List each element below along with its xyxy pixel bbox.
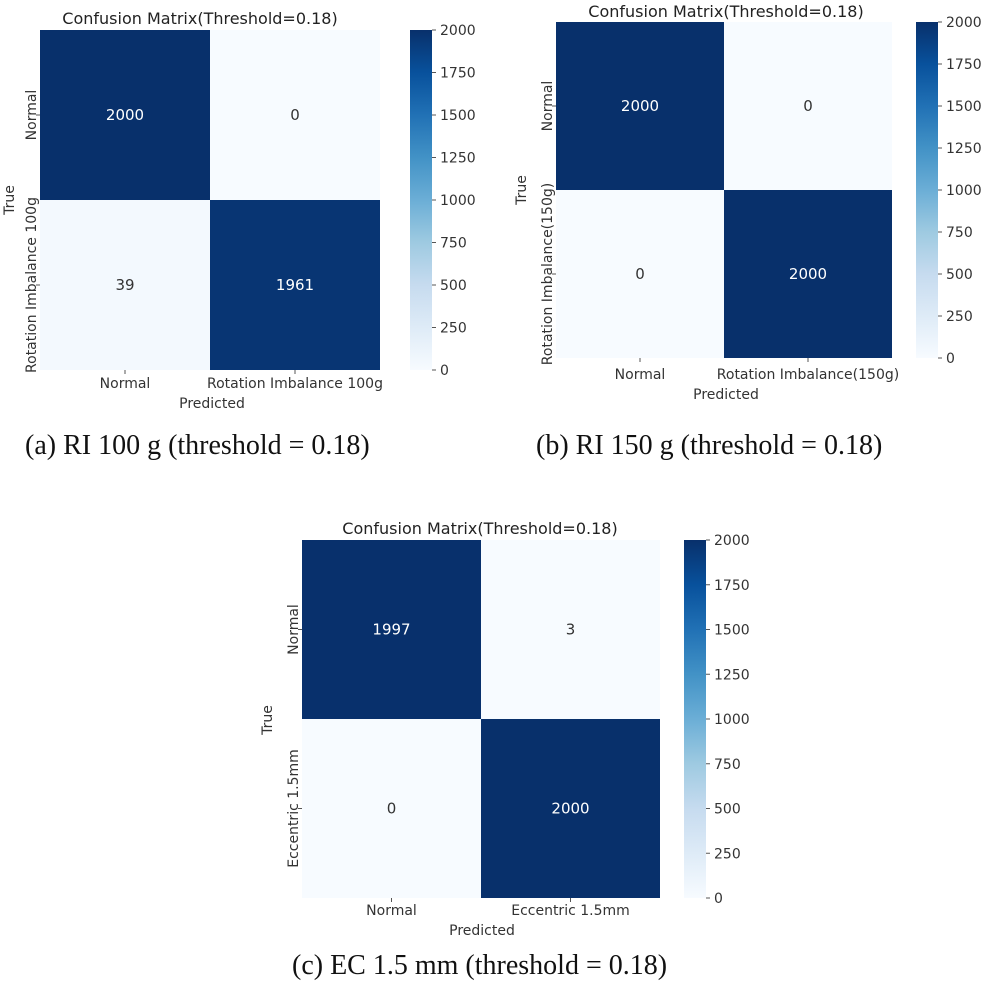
colorbar-tick-label-5: 1250 xyxy=(440,151,476,167)
chart-title: Confusion Matrix(Threshold=0.18) xyxy=(62,9,337,28)
x-tick-label-0: Normal xyxy=(100,376,151,392)
colorbar-tick-label-3: 750 xyxy=(946,225,973,241)
cell-r0-c1 xyxy=(210,30,380,200)
colorbar-tick-label-4: 1000 xyxy=(714,712,750,728)
y-tick-label-1: Rotation Imbalance 100g xyxy=(24,197,40,373)
colorbar-tick-label-0: 0 xyxy=(440,363,449,379)
y-tick-label-1: Rotation Imbalance(150g) xyxy=(540,183,556,365)
y-tick-label-0: Normal xyxy=(24,90,40,141)
colorbar-tick-label-0: 0 xyxy=(946,351,955,367)
chart-title: Confusion Matrix(Threshold=0.18) xyxy=(342,519,617,538)
confusion-matrix-a: Confusion Matrix(Threshold=0.18) 2000 0 39… xyxy=(2,9,476,412)
cell-r1-c1 xyxy=(481,719,660,898)
cell-value-r0-c0: 2000 xyxy=(621,97,659,115)
colorbar-tick-label-1: 250 xyxy=(946,309,973,325)
colorbar-tick-label-0: 0 xyxy=(714,891,723,907)
x-axis-label: Predicted xyxy=(449,923,515,939)
cell-value-r1-c1: 1961 xyxy=(276,276,314,294)
colorbar-tick-label-2: 500 xyxy=(440,278,467,294)
colorbar-tick-label-1: 250 xyxy=(714,846,741,862)
cell-r0-c1 xyxy=(724,22,892,190)
y-axis-label: True xyxy=(514,175,530,206)
chart-title: Confusion Matrix(Threshold=0.18) xyxy=(588,2,863,21)
colorbar-tick-label-7: 1750 xyxy=(714,578,750,594)
x-tick-label-1: Eccentric 1.5mm xyxy=(511,903,630,919)
caption-b: (b) RI 150 g (threshold = 0.18) xyxy=(536,430,883,461)
cell-value-r1-c1: 2000 xyxy=(789,265,827,283)
cell-r1-c0 xyxy=(40,200,210,370)
x-axis-label: Predicted xyxy=(693,387,759,403)
y-tick-label-0: Normal xyxy=(540,81,556,132)
cell-value-r1-c0: 0 xyxy=(635,265,645,283)
colorbar-tick-label-4: 1000 xyxy=(440,193,476,209)
colorbar-tick-label-3: 750 xyxy=(440,236,467,252)
cell-value-r1-c1: 2000 xyxy=(551,800,589,818)
cell-value-r0-c1: 0 xyxy=(290,106,300,124)
confusion-matrix-b: Confusion Matrix(Threshold=0.18) 2000 0 0 2… xyxy=(514,2,982,403)
cell-value-r1-c0: 0 xyxy=(387,800,397,818)
colorbar-tick-label-8: 2000 xyxy=(440,23,476,39)
y-axis-label: True xyxy=(2,185,18,216)
cell-r1-c0 xyxy=(556,190,724,358)
colorbar-tick-label-1: 250 xyxy=(440,321,467,337)
colorbar-tick-label-8: 2000 xyxy=(946,15,982,31)
cell-r0-c0 xyxy=(302,540,481,719)
cell-value-r0-c1: 3 xyxy=(566,621,576,639)
y-axis-label: True xyxy=(260,705,276,736)
cell-value-r0-c1: 0 xyxy=(803,97,813,115)
x-tick-label-0: Normal xyxy=(615,367,666,383)
cell-r0-c0 xyxy=(556,22,724,190)
colorbar-tick-label-7: 1750 xyxy=(946,57,982,73)
x-tick-label-0: Normal xyxy=(366,903,417,919)
colorbar-tick-label-3: 750 xyxy=(714,757,741,773)
colorbar-tick-label-6: 1500 xyxy=(946,99,982,115)
colorbar-tick-label-2: 500 xyxy=(714,802,741,818)
caption-a: (a) RI 100 g (threshold = 0.18) xyxy=(25,430,370,461)
colorbar-tick-label-8: 2000 xyxy=(714,533,750,549)
colorbar-tick-label-5: 1250 xyxy=(946,141,982,157)
cell-value-r0-c0: 2000 xyxy=(106,106,144,124)
colorbar-tick-label-6: 1500 xyxy=(714,623,750,639)
y-tick-label-0: Normal xyxy=(286,604,302,655)
x-tick-label-1: Rotation Imbalance 100g xyxy=(207,376,383,392)
cell-r0-c0 xyxy=(40,30,210,200)
colorbar xyxy=(410,30,432,370)
colorbar-tick-label-4: 1000 xyxy=(946,183,982,199)
colorbar-tick-label-7: 1750 xyxy=(440,66,476,82)
cell-r1-c1 xyxy=(210,200,380,370)
cell-r1-c1 xyxy=(724,190,892,358)
colorbar xyxy=(684,540,706,898)
colorbar xyxy=(916,22,938,358)
colorbar-tick-label-6: 1500 xyxy=(440,108,476,124)
confusion-matrix-c: Confusion Matrix(Threshold=0.18) 1997 3 0 2… xyxy=(260,519,750,939)
colorbar-tick-label-2: 500 xyxy=(946,267,973,283)
y-tick-label-1: Eccentric 1.5mm xyxy=(286,749,302,868)
cell-value-r1-c0: 39 xyxy=(115,276,134,294)
cell-value-r0-c0: 1997 xyxy=(372,621,410,639)
caption-c: (c) EC 1.5 mm (threshold = 0.18) xyxy=(292,950,668,981)
x-axis-label: Predicted xyxy=(179,396,245,412)
x-tick-label-1: Rotation Imbalance(150g) xyxy=(717,367,899,383)
cell-r1-c0 xyxy=(302,719,481,898)
cell-r0-c1 xyxy=(481,540,660,719)
colorbar-tick-label-5: 1250 xyxy=(714,667,750,683)
